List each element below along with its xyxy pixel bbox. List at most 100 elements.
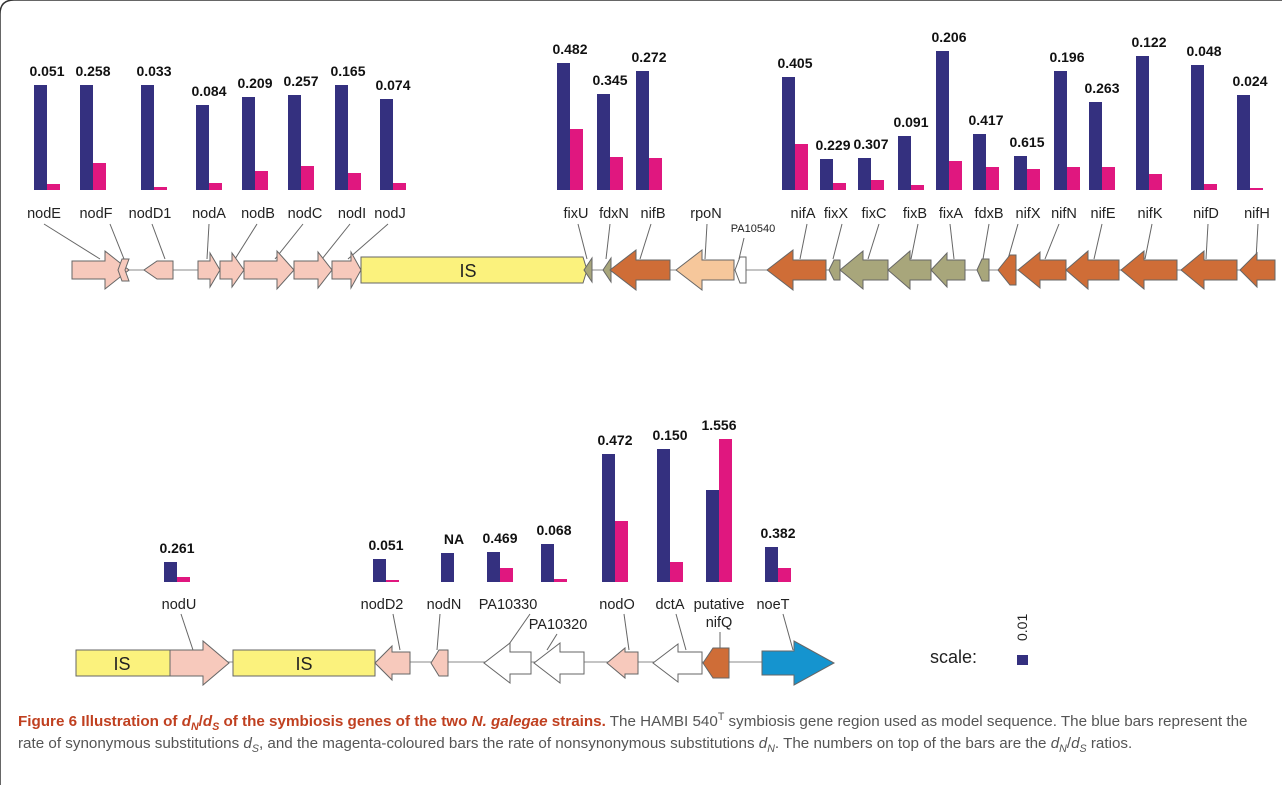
top-ds-bar-21 — [1191, 65, 1204, 190]
gene-arrow-PA10540 — [734, 256, 747, 284]
top-ds-bar-14 — [898, 136, 911, 190]
gene-label-nodU: nodU — [162, 597, 197, 613]
gene-arrow-nodU — [169, 639, 230, 687]
gene-label-nifX: nifX — [1016, 206, 1041, 222]
top-dn-bar-6 — [348, 173, 361, 190]
caption-lead-slash: / — [198, 713, 203, 730]
top-dn-bar-9 — [610, 157, 623, 190]
caption-lead-sub2: S — [212, 721, 220, 734]
gene-label-fixU: fixU — [564, 206, 589, 222]
bottom-ds-bar-6 — [657, 449, 670, 582]
top-ratio-label-1: 0.258 — [75, 63, 110, 79]
bottom-ds-bar-0 — [164, 562, 177, 582]
top-ds-bar-11 — [782, 77, 795, 190]
top-dn-bar-17 — [1027, 169, 1040, 190]
scale-value: 0.01 — [1014, 614, 1030, 641]
top-ds-bar-3 — [196, 105, 209, 190]
top-ds-bar-6 — [335, 85, 348, 190]
caption-text-5: ratios. — [1086, 735, 1133, 752]
bottom-dn-bar-8 — [778, 568, 791, 582]
gene-label-nodF: nodF — [79, 206, 112, 222]
bottom-ratio-label-5: 0.472 — [597, 432, 632, 448]
caption-ds-sub: S — [251, 743, 259, 756]
top-ds-bar-2 — [141, 85, 154, 190]
bottom-ds-bar-3 — [487, 552, 500, 582]
top-ds-bar-1 — [80, 85, 93, 190]
top-ds-bar-19 — [1089, 102, 1102, 190]
bottom-ratio-label-0: 0.261 — [159, 540, 194, 556]
top-ratio-label-3: 0.084 — [191, 83, 226, 99]
gene-label-fixA: fixA — [939, 206, 964, 222]
top-ratio-label-5: 0.257 — [283, 73, 318, 89]
gene-arrow-noeT — [761, 640, 836, 686]
top-ratio-label-15: 0.206 — [931, 29, 966, 45]
top-ratio-label-7: 0.074 — [375, 77, 410, 93]
bottom-ratio-label-8: 0.382 — [760, 525, 795, 541]
gene-label-nifE: nifE — [1091, 206, 1116, 222]
gene-label-noeT: noeT — [756, 597, 789, 613]
top-ratio-label-19: 0.263 — [1084, 80, 1119, 96]
gene-label-fdxN: fdxN — [599, 206, 629, 222]
gene-arrow-nifN — [1017, 250, 1067, 290]
bottom-ratio-label-2: NA — [444, 531, 464, 547]
top-ds-bar-20 — [1136, 56, 1149, 190]
gene-label-PA10330: PA10330 — [479, 597, 538, 613]
top-row-leader-lines — [43, 223, 1259, 260]
top-ratio-label-11: 0.405 — [777, 55, 812, 71]
gene-label-nodD2: nodD2 — [361, 597, 404, 613]
top-dn-bar-4 — [255, 171, 268, 190]
gene-arrow-fixB — [887, 249, 932, 291]
top-ds-bar-15 — [936, 51, 949, 190]
gene-label-nodB: nodB — [241, 206, 275, 222]
gene-arrow-fdxB — [976, 258, 990, 282]
gene-arrow-nodI — [293, 250, 333, 290]
top-dn-bar-1 — [93, 163, 106, 190]
gene-label-PA10540: PA10540 — [731, 223, 775, 235]
top-ratio-label-2: 0.033 — [136, 63, 171, 79]
bottom-dn-bar-4 — [554, 579, 567, 582]
top-dn-bar-16 — [986, 167, 999, 190]
gene-arrow-nodE — [71, 249, 130, 291]
gene-label-nifH: nifH — [1244, 206, 1270, 222]
figure-caption: Figure 6 Illustration of dN/dS of the sy… — [18, 711, 1268, 755]
caption-ratio-sub1: N — [1059, 743, 1067, 756]
top-ratio-label-22: 0.024 — [1232, 73, 1267, 89]
gene-arrow-nifD — [1180, 249, 1238, 291]
top-ratio-label-20: 0.122 — [1131, 34, 1166, 50]
gene-arrow-nifE — [1065, 249, 1120, 291]
gene-arrow-nifQ — [702, 647, 730, 679]
caption-lead-suffix: strains. — [547, 713, 606, 730]
scale-label: scale: — [930, 647, 977, 667]
gene-label-nodI: nodI — [338, 206, 366, 222]
caption-text-3: , and the magenta-coloured bars the rate… — [258, 735, 759, 752]
top-ds-bar-12 — [820, 159, 833, 190]
bottom-dn-bar-7 — [719, 439, 732, 582]
caption-ratio-slash: / — [1066, 735, 1072, 752]
top-dn-bar-20 — [1149, 174, 1162, 190]
scale-bar-slot — [1017, 655, 1028, 665]
bottom-dn-bar-1 — [386, 580, 399, 582]
bottom-row-leader-lines — [180, 613, 794, 651]
top-ratio-label-4: 0.209 — [237, 75, 272, 91]
top-ratio-label-18: 0.196 — [1049, 49, 1084, 65]
gene-label-nifK: nifK — [1138, 206, 1163, 222]
gene-arrow-nodA — [197, 251, 221, 289]
top-dn-bar-5 — [301, 166, 314, 190]
top-dn-bar-7 — [393, 183, 406, 190]
top-dn-bar-12 — [833, 183, 846, 190]
scale-legend: scale: 0.01 — [930, 614, 1030, 667]
caption-lead-d1: d — [181, 713, 191, 730]
top-ratio-label-10: 0.272 — [631, 49, 666, 65]
top-row-bar-chart: 0.051 0.258 0.033 0.084 0.209 0.257 0.165 0.074… — [29, 29, 1268, 190]
caption-ratio-sub2: S — [1079, 743, 1087, 756]
gene-label-nodE: nodE — [27, 206, 61, 222]
top-ds-bar-13 — [858, 158, 871, 190]
caption-lead-prefix: Figure 6 Illustration of — [18, 713, 182, 730]
top-ds-bar-16 — [973, 134, 986, 190]
top-dn-bar-19 — [1102, 167, 1115, 190]
top-ds-bar-8 — [557, 63, 570, 190]
bottom-ds-bar-7 — [706, 490, 719, 582]
gene-label-PA10320: PA10320 — [529, 617, 588, 633]
bottom-gene-map: IS IS — [75, 639, 836, 687]
caption-ratio-d1: d — [1050, 735, 1060, 752]
